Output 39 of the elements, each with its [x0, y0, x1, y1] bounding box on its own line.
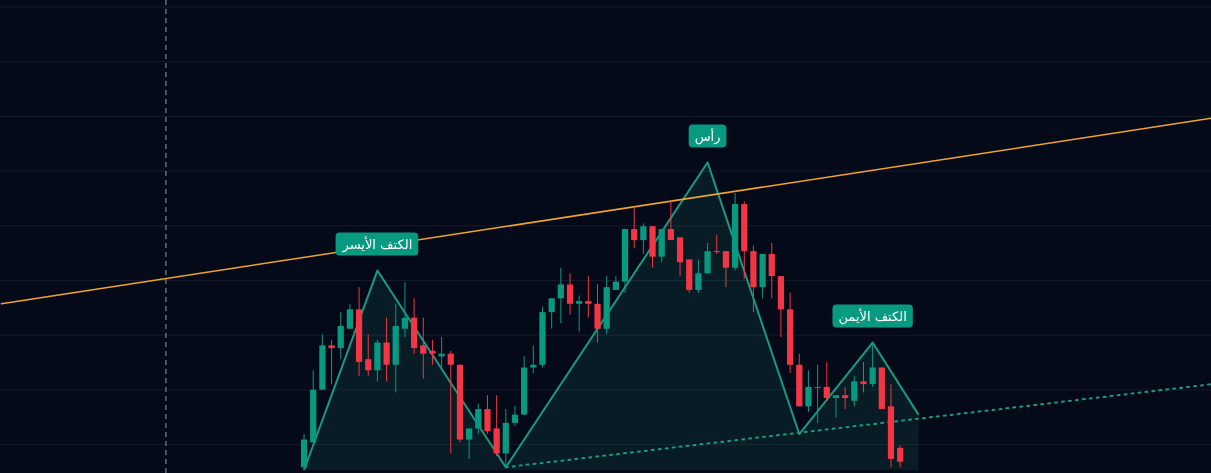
- annotation: الكتف الأيمن: [838, 307, 907, 325]
- candlestick: [713, 234, 720, 255]
- candlestick: [530, 344, 537, 374]
- candlestick: [466, 427, 473, 460]
- candlestick: [667, 200, 674, 241]
- candlestick: [695, 258, 702, 294]
- candlestick: [548, 297, 555, 330]
- candlestick: [897, 444, 904, 468]
- candlestick: [814, 364, 821, 424]
- candlestick: [511, 405, 519, 427]
- candlestick: [768, 242, 775, 299]
- candlestick: [842, 386, 849, 410]
- candlestick: [832, 394, 840, 418]
- candlestick: [328, 339, 335, 385]
- candlestick: [420, 317, 427, 380]
- candlestick: [383, 317, 390, 382]
- candlestick: [860, 361, 867, 393]
- annotation: رأس: [694, 127, 721, 145]
- candlestick: [429, 339, 436, 366]
- candlestick: [401, 281, 409, 338]
- candlestick: [823, 361, 830, 402]
- annotation: الكتف الأيسر: [341, 235, 413, 253]
- candlestick: [337, 311, 344, 360]
- candlestick: [447, 350, 454, 454]
- candlestick: [475, 403, 482, 435]
- candlestick: [346, 303, 354, 330]
- candlestick: [557, 267, 564, 324]
- candlestick: [631, 206, 638, 249]
- candlestick: [640, 222, 647, 255]
- candlestick: [805, 369, 812, 413]
- candlestick: [851, 375, 858, 407]
- candlestick: [869, 342, 876, 388]
- candlestick: [365, 333, 372, 377]
- candlestick: [722, 250, 730, 288]
- candlestick: [576, 294, 583, 332]
- candlestick: [484, 394, 491, 435]
- candlestick: [704, 242, 711, 274]
- candlestick: [566, 272, 574, 316]
- candlestick: [585, 275, 592, 319]
